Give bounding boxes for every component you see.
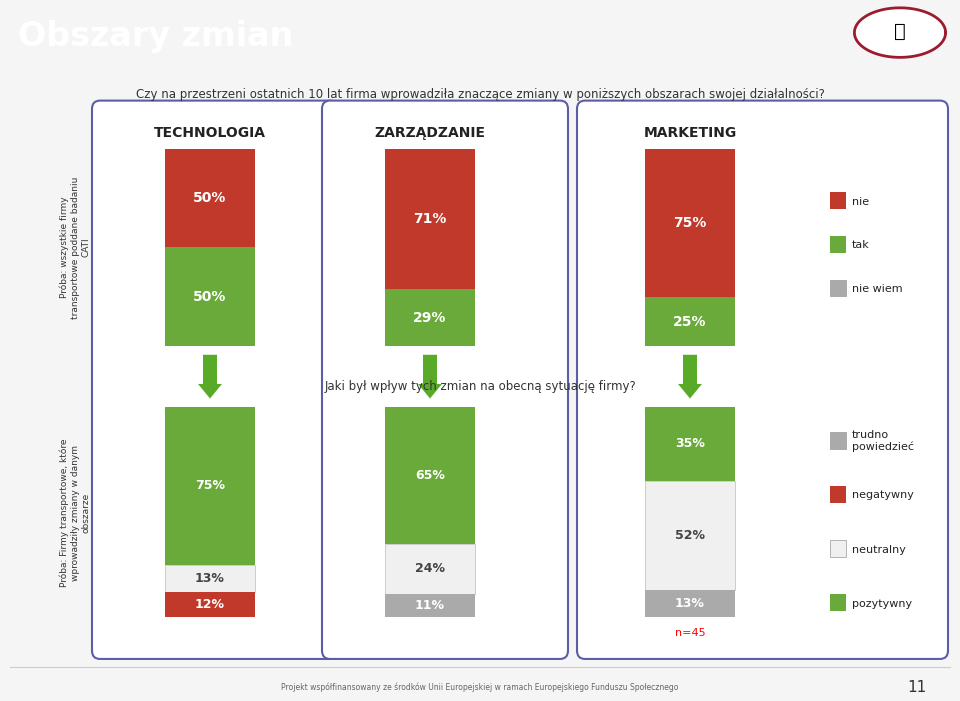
Text: 29%: 29% <box>414 311 446 325</box>
Bar <box>165 592 255 618</box>
Circle shape <box>856 9 943 56</box>
Text: 35%: 35% <box>675 437 705 450</box>
Text: MARKETING: MARKETING <box>643 126 736 140</box>
Text: Jaki był wpływ tych zmian na obecną sytuację firmy?: Jaki był wpływ tych zmian na obecną sytu… <box>324 379 636 393</box>
Text: 75%: 75% <box>673 216 707 230</box>
Polygon shape <box>418 355 442 399</box>
Text: 24%: 24% <box>415 562 445 576</box>
Text: tak: tak <box>852 240 870 250</box>
Bar <box>385 544 475 594</box>
Text: Projekt współfinansowany ze środków Unii Europejskiej w ramach Europejskiego Fun: Projekt współfinansowany ze środków Unii… <box>281 683 679 693</box>
FancyBboxPatch shape <box>577 101 948 659</box>
Bar <box>165 247 255 346</box>
Text: pozytywny: pozytywny <box>852 599 912 608</box>
Bar <box>165 565 255 592</box>
Bar <box>385 407 475 544</box>
FancyBboxPatch shape <box>92 101 338 659</box>
Bar <box>385 594 475 618</box>
Polygon shape <box>678 355 702 399</box>
Text: 12%: 12% <box>195 598 225 611</box>
Bar <box>645 297 735 346</box>
Bar <box>645 480 735 590</box>
Bar <box>830 432 846 449</box>
Text: negatywny: negatywny <box>852 491 914 501</box>
Text: TECHNOLOGIA: TECHNOLOGIA <box>154 126 266 140</box>
Bar <box>385 149 475 289</box>
Text: Próba: Firmy transportowe, które
wprowadziły zmiany w danym
obszarze: Próba: Firmy transportowe, które wprowad… <box>60 439 90 587</box>
FancyBboxPatch shape <box>322 101 568 659</box>
Bar <box>645 590 735 618</box>
Text: 11: 11 <box>907 680 926 695</box>
Bar <box>385 289 475 346</box>
Text: Próba: wszystkie firmy
transportowe poddane badaniu
CATI: Próba: wszystkie firmy transportowe podd… <box>60 176 90 319</box>
Text: 65%: 65% <box>415 469 444 482</box>
Text: 50%: 50% <box>193 191 227 205</box>
Text: 11%: 11% <box>415 599 445 612</box>
Bar <box>165 407 255 565</box>
Text: 50%: 50% <box>193 290 227 304</box>
Bar <box>645 407 735 480</box>
Text: nie: nie <box>852 197 869 207</box>
Text: 13%: 13% <box>675 597 705 610</box>
Text: nie wiem: nie wiem <box>852 284 902 294</box>
Bar <box>645 149 735 297</box>
Bar <box>830 594 846 611</box>
Text: n=45: n=45 <box>675 628 706 638</box>
Text: 13%: 13% <box>195 572 225 585</box>
Text: 25%: 25% <box>673 315 707 329</box>
Bar <box>830 540 846 557</box>
Bar <box>830 236 846 252</box>
Text: 🏃: 🏃 <box>894 22 906 41</box>
Text: 71%: 71% <box>414 212 446 226</box>
Bar <box>830 486 846 503</box>
Polygon shape <box>198 355 222 399</box>
Text: Czy na przestrzeni ostatnich 10 lat firma wprowadziła znaczące zmiany w poniższy: Czy na przestrzeni ostatnich 10 lat firm… <box>135 88 825 101</box>
Text: ZARZĄDZANIE: ZARZĄDZANIE <box>374 126 486 140</box>
Text: neutralny: neutralny <box>852 545 906 554</box>
Text: 75%: 75% <box>195 479 225 492</box>
Bar <box>165 149 255 247</box>
Bar <box>830 280 846 297</box>
Text: 52%: 52% <box>675 529 705 542</box>
Text: Obszary zmian: Obszary zmian <box>18 20 294 53</box>
Bar <box>830 192 846 209</box>
Text: trudno
powiedzieć: trudno powiedzieć <box>852 430 914 452</box>
